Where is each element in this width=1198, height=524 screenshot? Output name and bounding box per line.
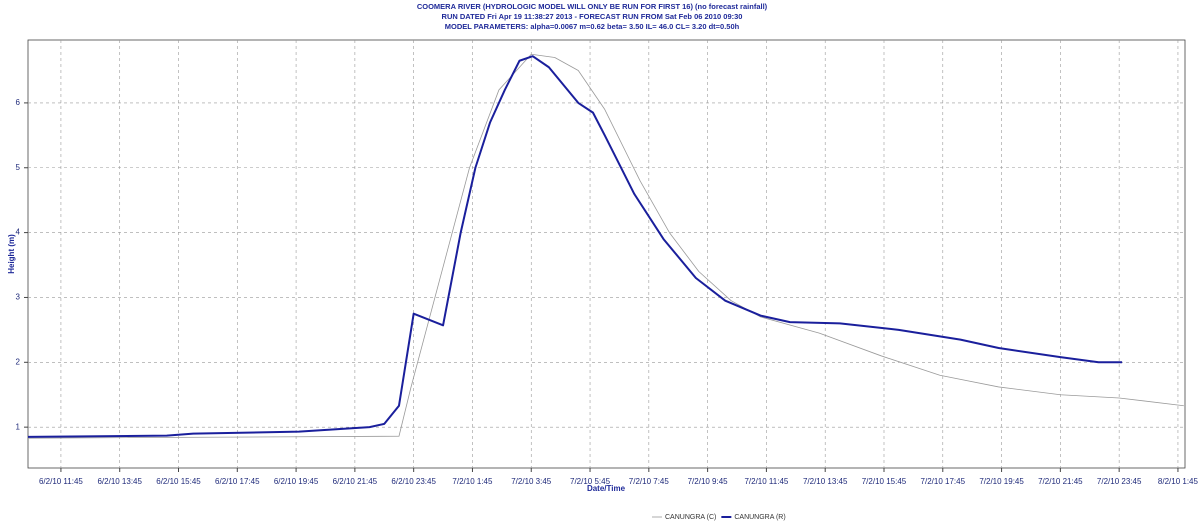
x-tick-label: 7/2/10 9:45 (688, 477, 729, 486)
x-tick-label: 7/2/10 15:45 (862, 477, 907, 486)
x-tick-label: 6/2/10 21:45 (333, 477, 378, 486)
y-tick-label: 5 (16, 163, 21, 172)
x-tick-label: 6/2/10 19:45 (274, 477, 319, 486)
x-axis-label: Date/Time (587, 484, 626, 493)
x-tick-label: 6/2/10 15:45 (156, 477, 201, 486)
x-tick-label: 6/2/10 13:45 (97, 477, 142, 486)
y-tick-label: 6 (16, 98, 21, 107)
y-axis-label: Height (m) (7, 234, 16, 274)
x-tick-label: 8/2/10 1:45 (1158, 477, 1198, 486)
x-tick-label: 7/2/10 3:45 (511, 477, 552, 486)
series-line (27, 53, 1184, 439)
x-tick-label: 7/2/10 1:45 (452, 477, 493, 486)
chart-title: COOMERA RIVER (HYDROLOGIC MODEL WILL ONL… (417, 2, 768, 11)
chart-subtitle: MODEL PARAMETERS: alpha=0.0067 m=0.62 be… (445, 22, 740, 31)
x-tick-label: 6/2/10 23:45 (391, 477, 436, 486)
x-tick-label: 7/2/10 13:45 (803, 477, 848, 486)
chart-subtitle: RUN DATED Fri Apr 19 11:38:27 2013 - FOR… (442, 12, 743, 21)
plot-area (27, 39, 1186, 469)
x-tick-label: 7/2/10 17:45 (921, 477, 966, 486)
x-tick-label: 7/2/10 23:45 (1097, 477, 1142, 486)
x-tick-label: 6/2/10 11:45 (39, 477, 83, 486)
x-tick-label: 7/2/10 19:45 (979, 477, 1024, 486)
y-tick-label: 4 (16, 228, 21, 237)
y-tick-label: 1 (16, 422, 21, 431)
y-tick-label: 3 (16, 293, 21, 302)
legend-label: CANUNGRA (R) (734, 514, 785, 521)
x-tick-label: 6/2/10 17:45 (215, 477, 260, 486)
x-tick-label: 7/2/10 11:45 (744, 477, 788, 486)
x-tick-label: 7/2/10 7:45 (629, 477, 670, 486)
y-tick-label: 2 (16, 357, 21, 366)
series-line (27, 55, 1123, 438)
x-tick-label: 7/2/10 21:45 (1038, 477, 1083, 486)
x-tick-label: 7/2/10 5:45 (570, 477, 611, 486)
legend-label: CANUNGRA (C) (665, 514, 716, 521)
